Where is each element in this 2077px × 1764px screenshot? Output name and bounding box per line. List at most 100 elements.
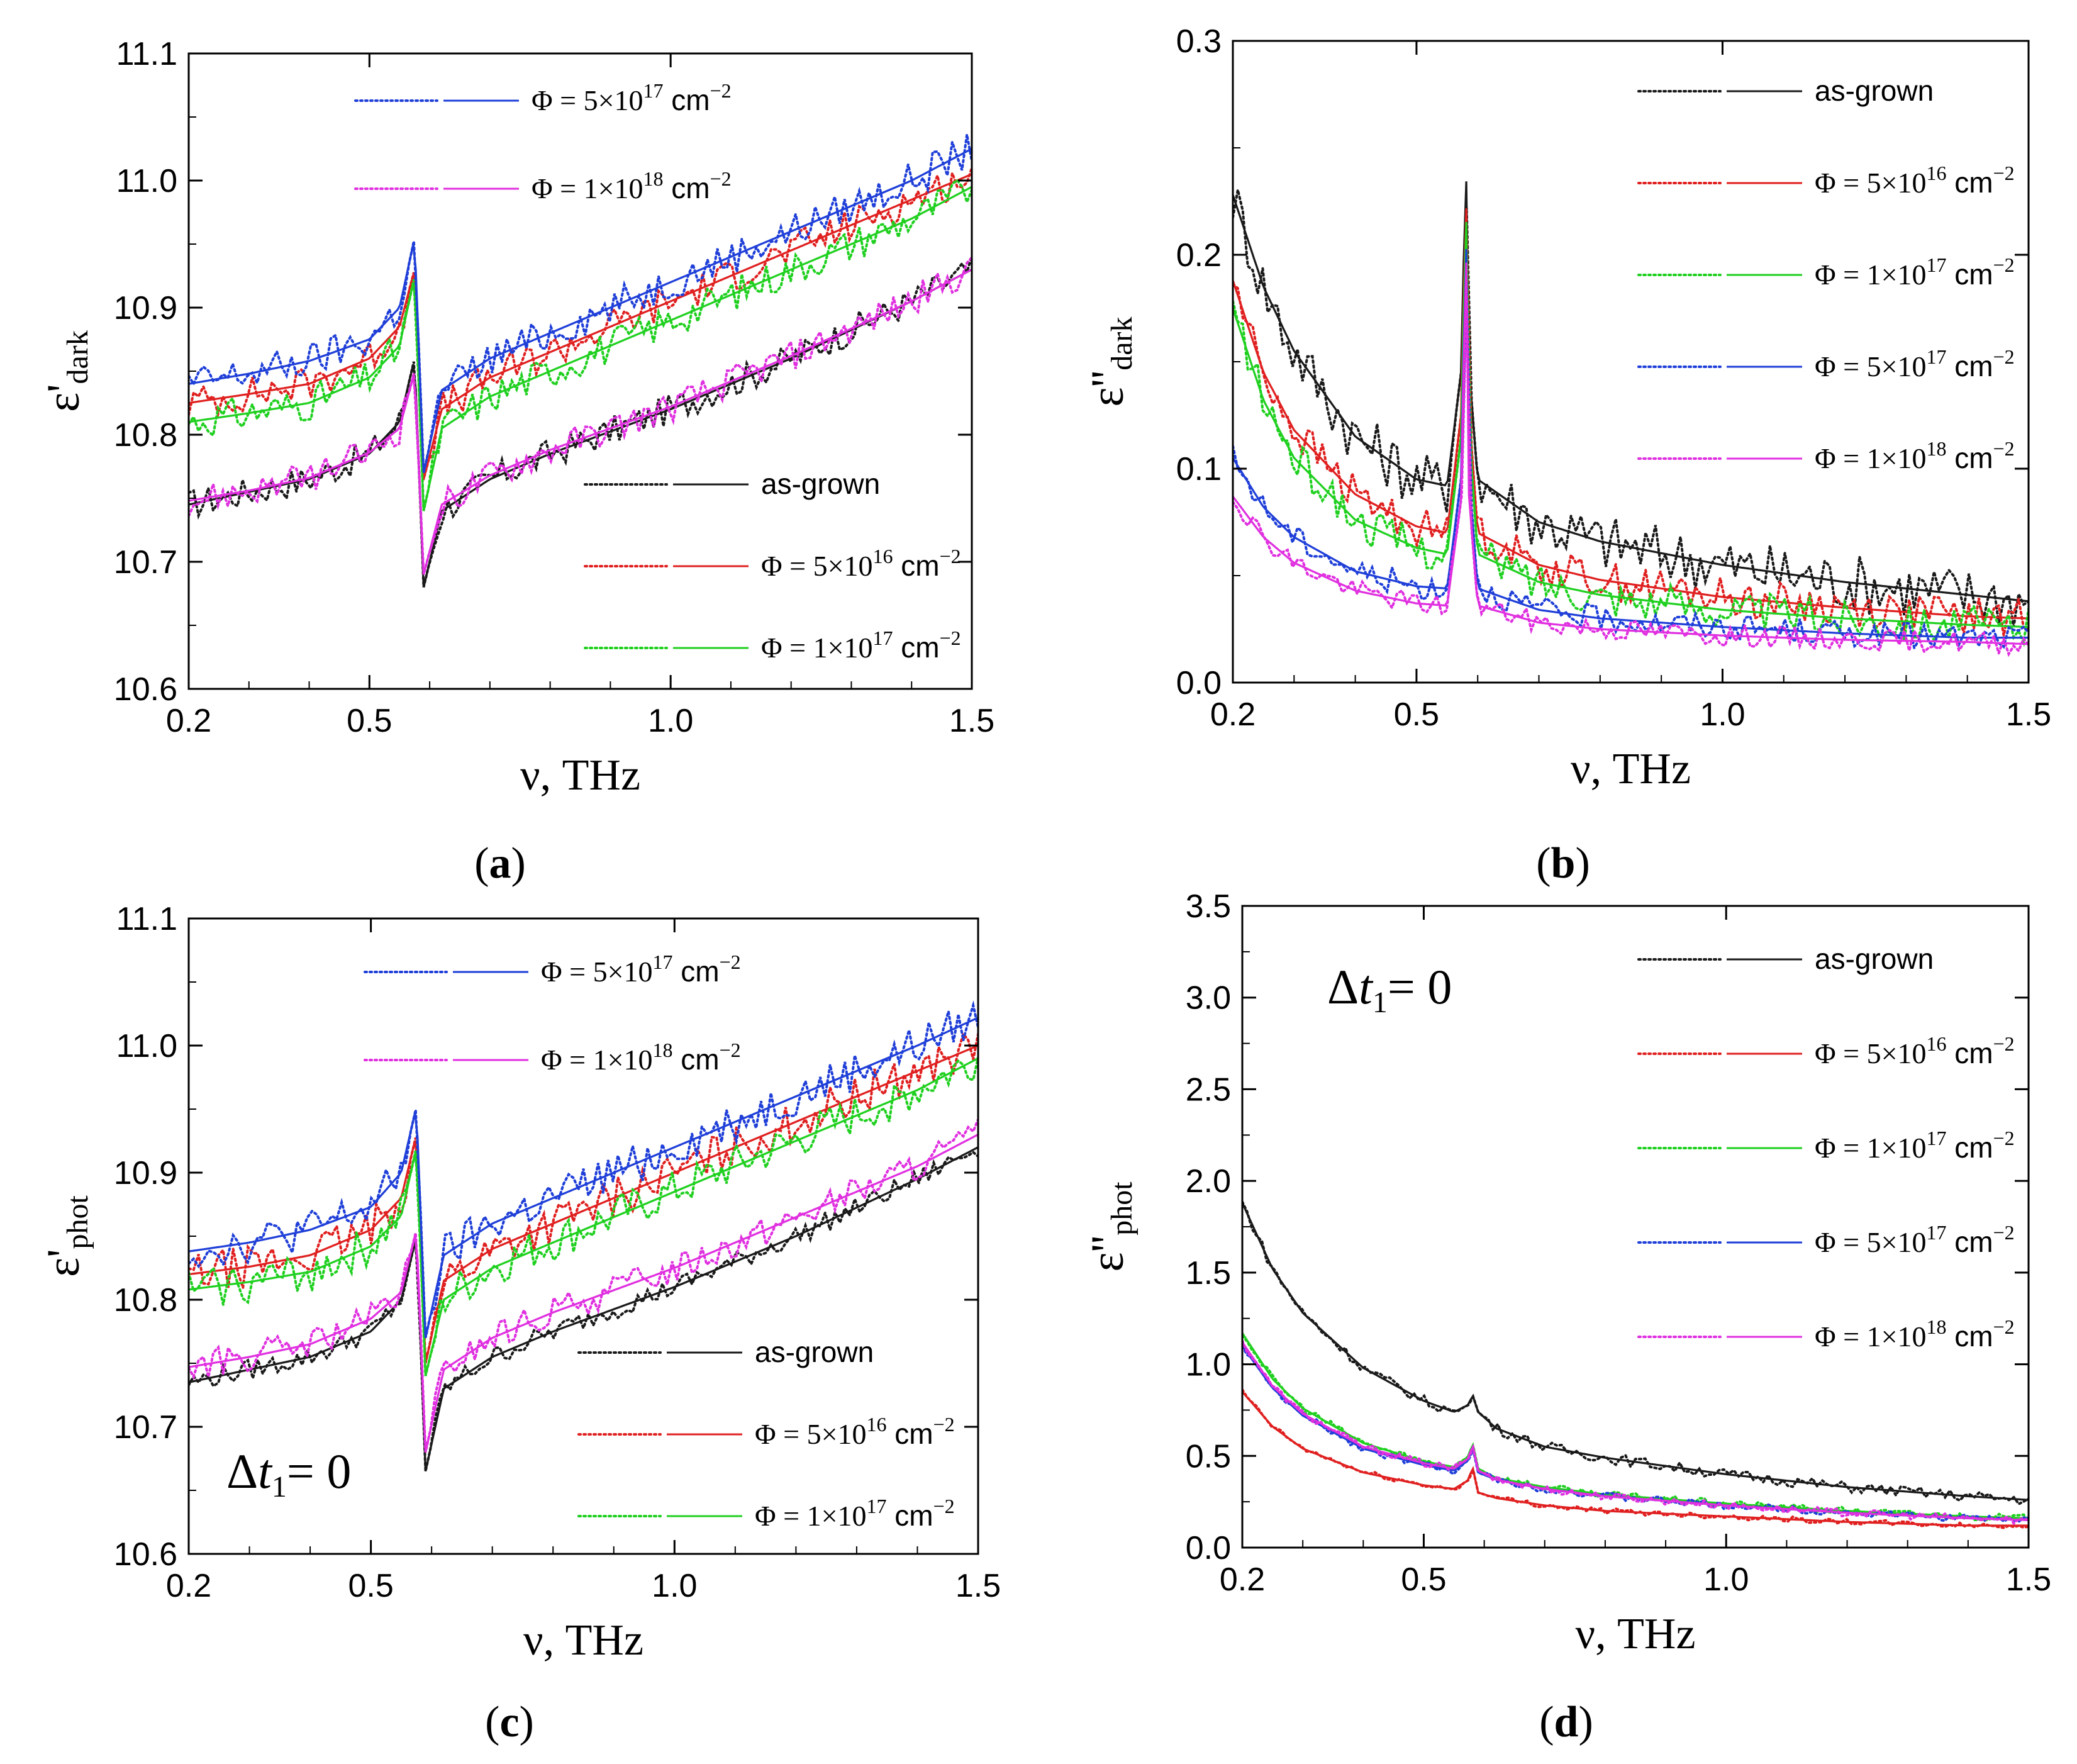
y-tick-label: 3.0 — [1186, 980, 1231, 1017]
x-axis-label: ν, THz — [1571, 745, 1691, 793]
data-line-b-0 — [1233, 189, 2029, 627]
legend-label: Φ = 5×1016 cm−2 — [1815, 162, 2015, 199]
x-tick-label: 0.2 — [1220, 1561, 1265, 1598]
y-axis-label: ε''phot — [1082, 1181, 1139, 1272]
fit-line-a-2 — [189, 186, 972, 511]
panel-a: 0.2 0.5 1.0 1.5 10.6 10.7 10.8 10.9 11.0 11.1 ν, T… — [38, 36, 994, 888]
y-tick-label: 10.6 — [114, 671, 177, 708]
x-tick-label: 1.5 — [2006, 696, 2051, 733]
x-tick-label: 1.5 — [949, 703, 994, 739]
fit-line-b-2 — [1233, 221, 2029, 628]
legend-label: as-grown — [1815, 942, 1934, 975]
plot-area — [1242, 1200, 2029, 1529]
y-tick-label: 10.7 — [114, 544, 177, 581]
legend-entry: as-grown — [1637, 942, 1934, 975]
y-tick-label: 0.3 — [1176, 23, 1222, 60]
panel-b: 0.2 0.5 1.0 1.5 0.0 0.1 0.2 0.3 ν, THz ε''dark (b)… — [1082, 23, 2051, 888]
legend-label: Φ = 5×1016 cm−2 — [755, 1413, 955, 1450]
data-line-b-2 — [1233, 252, 2029, 647]
legend-label: Φ = 5×1016 cm−2 — [761, 545, 961, 582]
legend-label: Φ = 1×1017 cm−2 — [1815, 1127, 2015, 1164]
data-line-a-2 — [189, 178, 972, 511]
y-tick-label: 2.5 — [1186, 1071, 1231, 1108]
legend-label: Φ = 1×1018 cm−2 — [1815, 437, 2015, 474]
x-tick-label: 1.5 — [955, 1568, 1001, 1604]
legend-entry: Φ = 5×1017 cm−2 — [364, 951, 741, 988]
legend-label: Φ = 5×1017 cm−2 — [532, 79, 732, 116]
legend-entry: Φ = 1×1018 cm−2 — [1637, 1315, 2015, 1353]
x-tick-label: 0.5 — [347, 703, 392, 739]
x-tick-label: 0.5 — [1394, 696, 1439, 733]
legend-entry: Φ = 1×1017 cm−2 — [577, 1495, 955, 1532]
y-axis-label-text: ε'dark — [38, 330, 94, 412]
data-line-c-2 — [189, 1056, 978, 1376]
legend-label: Φ = 1×1018 cm−2 — [1815, 1315, 2015, 1353]
legend-label: Φ = 1×1018 cm−2 — [541, 1039, 741, 1076]
data-line-a-4 — [189, 256, 972, 575]
legend-entry: Φ = 5×1016 cm−2 — [584, 545, 961, 582]
y-tick-label: 0.5 — [1186, 1438, 1231, 1475]
data-line-a-0 — [189, 255, 972, 588]
y-tick-label: 10.6 — [114, 1536, 177, 1573]
y-axis-label-text: ε''dark — [1082, 316, 1139, 406]
legend-entry: Φ = 1×1017 cm−2 — [1637, 254, 2015, 291]
legend-label: as-grown — [761, 467, 880, 500]
y-tick-label: 0.0 — [1186, 1530, 1231, 1566]
panel-label: (d) — [1539, 1698, 1593, 1746]
legend-entry: Φ = 5×1016 cm−2 — [1637, 162, 2015, 199]
legend-label: Φ = 1×1017 cm−2 — [755, 1495, 955, 1532]
y-tick-label: 11.1 — [116, 901, 177, 937]
x-tick-label: 1.0 — [648, 703, 693, 739]
x-axis-label: ν, THz — [1575, 1610, 1695, 1658]
y-tick-label: 3.5 — [1186, 888, 1231, 925]
legend-entry: Φ = 1×1018 cm−2 — [1637, 437, 2015, 474]
y-tick-label: 11.1 — [116, 36, 177, 72]
y-tick-label: 0.2 — [1176, 237, 1222, 274]
data-line-a-1 — [189, 166, 972, 480]
legend-entry: Φ = 1×1017 cm−2 — [1637, 1127, 2015, 1164]
x-tick-label: 0.5 — [1401, 1561, 1446, 1598]
y-tick-label: 11.0 — [116, 163, 177, 199]
y-axis-label: ε''dark — [1082, 316, 1139, 406]
legend-entry: Φ = 1×1017 cm−2 — [584, 627, 961, 664]
plot-area — [1233, 181, 2029, 657]
y-axis-label-text: ε'phot — [38, 1195, 94, 1276]
fit-line-b-0 — [1233, 181, 2029, 603]
y-tick-label: 1.5 — [1186, 1255, 1231, 1292]
fit-line-b-4 — [1233, 262, 2029, 645]
legend-entry: Φ = 5×1017 cm−2 — [1637, 1221, 2015, 1258]
y-axis-label: ε'phot — [38, 1195, 94, 1276]
data-line-c-0 — [189, 1150, 978, 1472]
data-line-d-3 — [1242, 1345, 2029, 1523]
data-line-c-1 — [189, 1031, 978, 1364]
panel-d: 0.2 0.5 1.0 1.5 0.0 0.5 1.0 1.5 2.0 2.5 3.0 3.5 ν, T… — [1082, 888, 2051, 1746]
y-tick-label: 10.8 — [114, 417, 177, 454]
data-line-d-4 — [1242, 1339, 2029, 1526]
legend-entry: Φ = 1×1018 cm−2 — [364, 1039, 741, 1076]
x-tick-label: 0.5 — [348, 1568, 393, 1604]
legend-label: Φ = 1×1017 cm−2 — [1815, 254, 2015, 291]
y-tick-label: 0.0 — [1176, 665, 1222, 701]
legend-entry: Φ = 5×1016 cm−2 — [577, 1413, 955, 1450]
legend-entry: Φ = 5×1017 cm−2 — [354, 79, 732, 116]
data-line-b-1 — [1233, 237, 2029, 636]
legend-entry: as-grown — [577, 1336, 874, 1368]
y-tick-label: 0.1 — [1176, 451, 1222, 488]
data-line-a-3 — [189, 134, 972, 474]
legend-entry: Φ = 1×1018 cm−2 — [354, 167, 732, 204]
x-tick-label: 1.0 — [1703, 1561, 1749, 1598]
y-tick-label: 11.0 — [116, 1028, 177, 1064]
fit-line-c-2 — [189, 1057, 978, 1376]
panel-c: 0.2 0.5 1.0 1.5 10.6 10.7 10.8 10.9 11.0 11.1 ν, T… — [38, 901, 1001, 1746]
data-line-b-4 — [1233, 296, 2029, 657]
x-tick-label: 0.2 — [1210, 696, 1256, 733]
legend-label: Φ = 1×1017 cm−2 — [761, 627, 961, 664]
legend-label: Φ = 5×1017 cm−2 — [541, 951, 741, 988]
plot-area — [189, 134, 972, 588]
delta-t-annotation: Δt1= 0 — [1327, 959, 1452, 1019]
x-tick-label: 1.0 — [652, 1568, 697, 1604]
fit-line-a-4 — [189, 268, 972, 575]
data-line-d-1 — [1242, 1388, 2029, 1529]
plot-area — [189, 1000, 978, 1472]
